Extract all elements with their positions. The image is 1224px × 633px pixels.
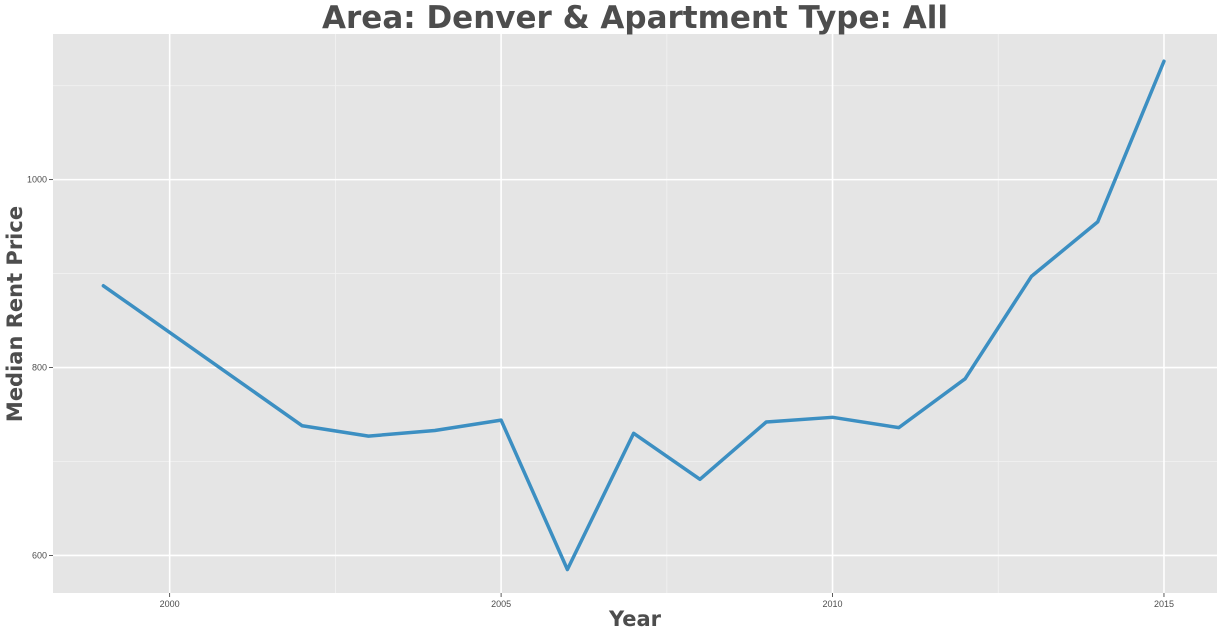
minor-gridlines: [53, 34, 1217, 593]
x-tick-label: 2005: [491, 599, 511, 609]
chart-title: Area: Denver & Apartment Type: All: [322, 0, 948, 36]
x-tick-label: 2010: [823, 599, 843, 609]
y-axis-title: Median Rent Price: [3, 206, 27, 422]
x-tick-label: 2015: [1154, 599, 1174, 609]
major-gridlines: [53, 34, 1217, 593]
axis-ticks: 2000 2005 2010 2015 600 800 1000: [27, 175, 1174, 609]
series-line: [101, 59, 1166, 572]
x-tick-label: 2000: [160, 599, 180, 609]
y-tick-label: 1000: [27, 175, 47, 185]
x-axis-title: Year: [608, 607, 662, 631]
y-tick-label: 600: [32, 550, 47, 560]
y-tick-label: 800: [32, 363, 47, 373]
series-layer: [101, 59, 1166, 572]
plot-panel: [53, 34, 1217, 593]
